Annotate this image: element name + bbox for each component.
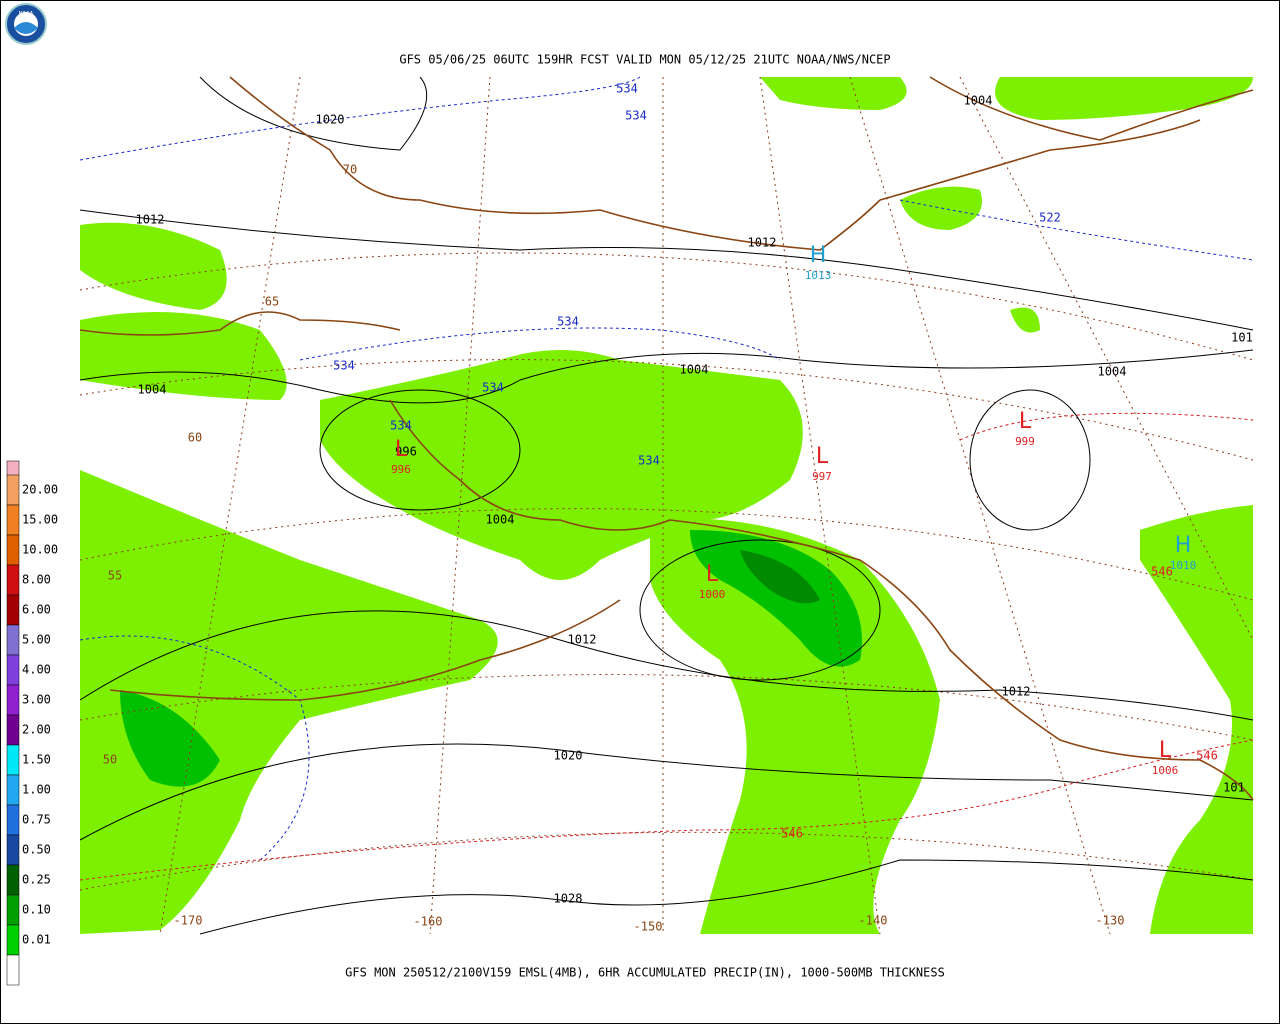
isobar-label: 1020 (554, 749, 583, 763)
legend-box (6, 534, 20, 566)
legend-label: 3.00 (22, 693, 51, 707)
isobar-label: 101 (1223, 781, 1245, 795)
isobar-label: 1004 (486, 513, 515, 527)
thickness-label: 534 (390, 419, 412, 433)
map-labels: 1020 1012 1012 1004 1004 1004 1004 1004 1012 1012… (103, 82, 1253, 934)
precip-heavy (120, 530, 862, 787)
isobar-label: 1004 (680, 363, 709, 377)
isobar-label: 996 (395, 445, 417, 459)
legend-box (6, 894, 20, 926)
pressure-center-value: 1010 (1170, 559, 1197, 572)
thickness-label: 546 (781, 827, 803, 841)
legend-box (6, 714, 20, 746)
thickness-label: 546 (1151, 565, 1173, 579)
legend-box (6, 460, 20, 477)
isobar-label: 1004 (138, 383, 167, 397)
legend-box (6, 804, 20, 836)
pressure-center-symbol: L (395, 437, 408, 462)
thickness-label: 546 (1196, 749, 1218, 763)
pressure-center-value: 1000 (699, 588, 726, 601)
pressure-center-symbol: L (706, 562, 719, 587)
isobar-label: 1012 (136, 213, 165, 227)
legend-box (6, 774, 20, 806)
isobar-label: 1012 (748, 236, 777, 250)
legend-label: 6.00 (22, 603, 51, 617)
logo: NOAA (5, 3, 47, 45)
legend-label: 0.01 (22, 933, 51, 947)
legend-box (6, 864, 20, 896)
grid-label: -160 (414, 915, 443, 929)
legend-label: 0.50 (22, 843, 51, 857)
isobar-label: 1012 (568, 633, 597, 647)
grid-label: 65 (265, 295, 279, 309)
isobar-label: 1004 (964, 94, 993, 108)
legend-label: 0.25 (22, 873, 51, 887)
legend: 20.00 15.00 10.00 8.00 6.00 5.00 4.00 3.00 2.00 1… (6, 460, 58, 986)
isobar-label: 1012 (1002, 685, 1031, 699)
pressure-center-symbol: H (1175, 533, 1192, 558)
legend-box (6, 834, 20, 866)
legend-box (6, 564, 20, 596)
pressure-center-symbol: L (816, 444, 829, 469)
grid-label: -170 (174, 914, 203, 928)
legend-label: 1.50 (22, 753, 51, 767)
legend-box (6, 744, 20, 776)
grid-label: 50 (103, 753, 117, 767)
thickness-label: 534 (616, 82, 638, 96)
pressure-center-value: 999 (1015, 435, 1035, 448)
legend-label: 0.75 (22, 813, 51, 827)
thickness-label: 534 (625, 109, 647, 123)
graticule (79, 76, 1254, 935)
thickness-label: 534 (333, 359, 355, 373)
pressure-center-value: 996 (391, 463, 411, 476)
grid-label: 60 (188, 431, 202, 445)
grid-label: 55 (108, 569, 122, 583)
grid-label: 70 (343, 163, 357, 177)
legend-box (6, 924, 20, 956)
isobar-label: 1004 (1098, 365, 1127, 379)
grid-label: -130 (1096, 914, 1125, 928)
thickness-label: 534 (557, 315, 579, 329)
map (79, 76, 1254, 935)
legend-label: 4.00 (22, 663, 51, 677)
pressure-center-symbol: L (1159, 738, 1172, 763)
legend-label: 20.00 (22, 483, 58, 497)
thickness-label: 534 (482, 381, 504, 395)
isobars (79, 76, 1254, 935)
legend-label: 15.00 (22, 513, 58, 527)
footer-caption: GFS MON 250512/2100V159 EMSL(4MB), 6HR A… (345, 966, 945, 980)
isobar-label: 1020 (316, 113, 345, 127)
legend-box (6, 504, 20, 536)
legend-label: 10.00 (22, 543, 58, 557)
pressure-center-value: 997 (812, 470, 832, 483)
coastline (79, 76, 1254, 801)
legend-box (6, 654, 20, 686)
thickness-lines-warm (79, 412, 1254, 881)
pressure-center-value: 1013 (805, 269, 832, 282)
pressure-center-symbol: L (1019, 409, 1032, 434)
legend-box (6, 684, 20, 716)
grid-label: -140 (859, 914, 888, 928)
legend-label: 1.00 (22, 783, 51, 797)
thickness-label: 522 (1039, 211, 1061, 225)
thickness-label: 534 (638, 454, 660, 468)
precip-heaviest (740, 550, 820, 604)
legend-box (6, 954, 20, 986)
isobar-label: 101 (1231, 331, 1253, 345)
legend-label: 0.10 (22, 903, 51, 917)
header-title: GFS 05/06/25 06UTC 159HR FCST VALID MON … (399, 53, 890, 67)
pressure-center-symbol: H (810, 243, 827, 268)
grid-label: -150 (634, 920, 663, 934)
legend-box (6, 594, 20, 626)
pressure-center-value: 1006 (1152, 764, 1179, 777)
legend-label: 2.00 (22, 723, 51, 737)
legend-box (6, 624, 20, 656)
legend-box (6, 474, 20, 506)
isobar-label: 1028 (554, 892, 583, 906)
legend-label: 5.00 (22, 633, 51, 647)
legend-label: 8.00 (22, 573, 51, 587)
logo-text: NOAA (19, 11, 34, 18)
